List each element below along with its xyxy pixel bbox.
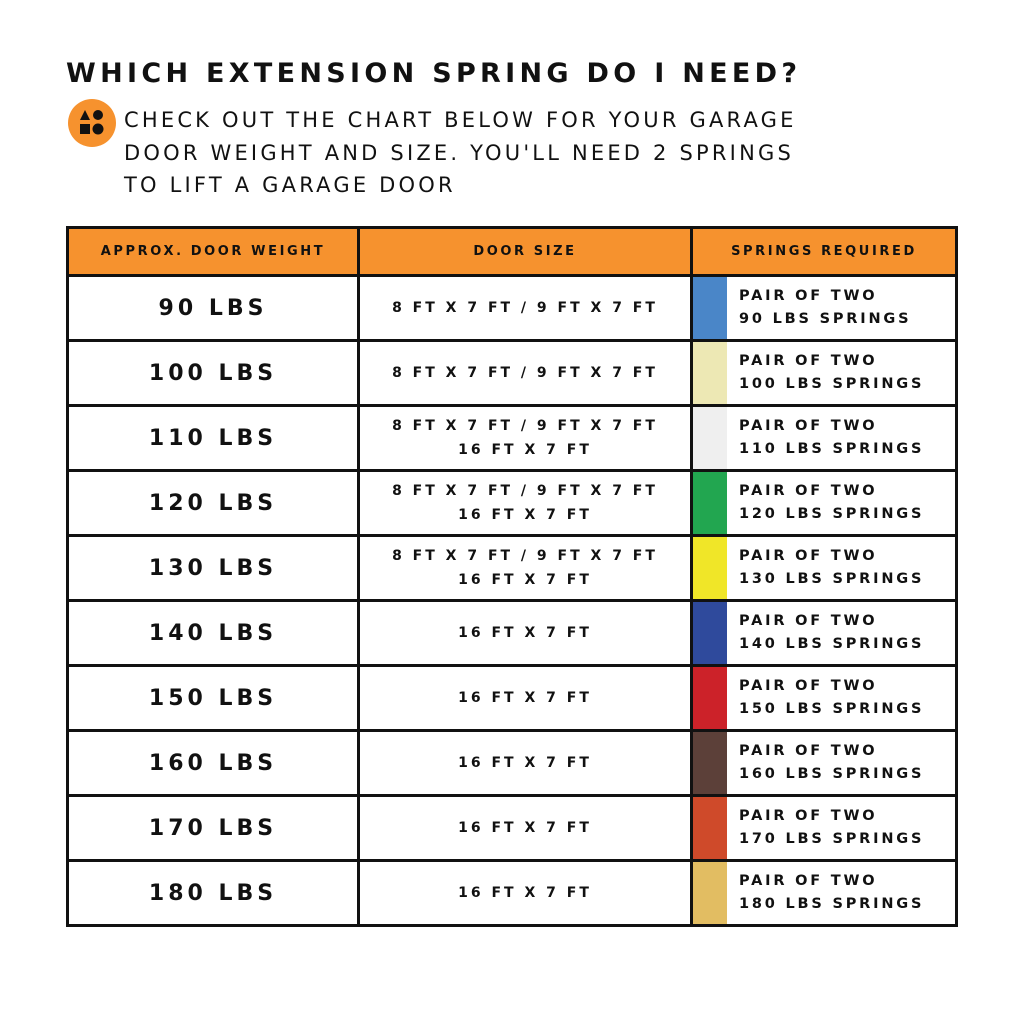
header-size: DOOR SIZE <box>357 226 693 277</box>
springs-line: 170 LBS SPRINGS <box>739 831 925 847</box>
door-size-line: 8 FT X 7 FT / 9 FT X 7 FT <box>392 365 658 381</box>
springs-required: PAIR OF TWO 170 LBS SPRINGS <box>690 794 958 862</box>
door-weight: 110 LBS <box>66 404 360 472</box>
spring-color-swatch <box>693 407 727 469</box>
springs-required: PAIR OF TWO 180 LBS SPRINGS <box>690 859 958 927</box>
springs-line: PAIR OF TWO <box>739 548 878 564</box>
table-row: 170 LBS 16 FT X 7 FT PAIR OF TWO 170 LBS SP… <box>66 794 958 862</box>
springs-line: PAIR OF TWO <box>739 483 878 499</box>
spring-color-swatch <box>693 472 727 534</box>
springs-required: PAIR OF TWO 90 LBS SPRINGS <box>690 274 958 342</box>
spring-color-swatch <box>693 667 727 729</box>
door-size-line: 8 FT X 7 FT / 9 FT X 7 FT <box>392 548 658 564</box>
door-size-line: 16 FT X 7 FT <box>458 507 592 523</box>
intro-line: TO LIFT A GARAGE DOOR <box>124 173 456 197</box>
spring-color-swatch <box>693 277 727 339</box>
door-size-line: 8 FT X 7 FT / 9 FT X 7 FT <box>392 483 658 499</box>
springs-line: 120 LBS SPRINGS <box>739 506 925 522</box>
springs-required: PAIR OF TWO 100 LBS SPRINGS <box>690 339 958 407</box>
table-row: 180 LBS 16 FT X 7 FT PAIR OF TWO 180 LBS SP… <box>66 859 958 927</box>
springs-required: PAIR OF TWO 140 LBS SPRINGS <box>690 599 958 667</box>
intro-line: DOOR WEIGHT AND SIZE. YOU'LL NEED 2 SPRI… <box>124 140 794 165</box>
door-size: 8 FT X 7 FT / 9 FT X 7 FT <box>357 339 693 407</box>
springs-line: 90 LBS SPRINGS <box>739 311 912 327</box>
springs-required: PAIR OF TWO 150 LBS SPRINGS <box>690 664 958 732</box>
table-row: 140 LBS 16 FT X 7 FT PAIR OF TWO 140 LBS SP… <box>66 599 958 667</box>
springs-line: PAIR OF TWO <box>739 613 878 629</box>
shapes-icon <box>68 99 116 147</box>
spring-color-swatch <box>693 342 727 404</box>
door-weight: 100 LBS <box>66 339 360 407</box>
spring-color-swatch <box>693 797 727 859</box>
springs-line: PAIR OF TWO <box>739 418 878 434</box>
door-size-line: 16 FT X 7 FT <box>458 885 592 901</box>
table-row: 150 LBS 16 FT X 7 FT PAIR OF TWO 150 LBS SP… <box>66 664 958 732</box>
door-size-line: 16 FT X 7 FT <box>458 820 592 836</box>
springs-line: 180 LBS SPRINGS <box>739 896 925 912</box>
table-row: 120 LBS 8 FT X 7 FT / 9 FT X 7 FT 16 FT X … <box>66 469 958 537</box>
table-header-row: APPROX. DOOR WEIGHT DOOR SIZE SPRINGS RE… <box>66 226 958 277</box>
intro-text: CHECK OUT THE CHART BELOW FOR YOUR GARAG… <box>124 104 797 202</box>
door-size-line: 8 FT X 7 FT / 9 FT X 7 FT <box>392 300 658 316</box>
door-weight: 150 LBS <box>66 664 360 732</box>
springs-line: PAIR OF TWO <box>739 353 878 369</box>
door-size-line: 16 FT X 7 FT <box>458 755 592 771</box>
door-size: 16 FT X 7 FT <box>357 664 693 732</box>
door-size-line: 16 FT X 7 FT <box>458 442 592 458</box>
door-weight: 160 LBS <box>66 729 360 797</box>
door-size: 8 FT X 7 FT / 9 FT X 7 FT 16 FT X 7 FT <box>357 534 693 602</box>
springs-required: PAIR OF TWO 120 LBS SPRINGS <box>690 469 958 537</box>
springs-line: PAIR OF TWO <box>739 743 878 759</box>
header-springs: SPRINGS REQUIRED <box>690 226 958 277</box>
springs-required: PAIR OF TWO 130 LBS SPRINGS <box>690 534 958 602</box>
springs-line: 150 LBS SPRINGS <box>739 701 925 717</box>
springs-line: 130 LBS SPRINGS <box>739 571 925 587</box>
door-size-line: 16 FT X 7 FT <box>458 690 592 706</box>
door-size-line: 16 FT X 7 FT <box>458 572 592 588</box>
door-weight: 130 LBS <box>66 534 360 602</box>
door-weight: 140 LBS <box>66 599 360 667</box>
springs-line: PAIR OF TWO <box>739 288 878 304</box>
spring-chart-table: APPROX. DOOR WEIGHT DOOR SIZE SPRINGS RE… <box>66 226 958 927</box>
spring-color-swatch <box>693 537 727 599</box>
spring-color-swatch <box>693 602 727 664</box>
door-weight: 90 LBS <box>66 274 360 342</box>
springs-line: 110 LBS SPRINGS <box>739 441 925 457</box>
intro-line: CHECK OUT THE CHART BELOW FOR YOUR GARAG… <box>124 108 797 132</box>
spring-color-swatch <box>693 862 727 924</box>
door-weight: 180 LBS <box>66 859 360 927</box>
door-size: 16 FT X 7 FT <box>357 599 693 667</box>
door-size: 8 FT X 7 FT / 9 FT X 7 FT 16 FT X 7 FT <box>357 469 693 537</box>
page-title: WHICH EXTENSION SPRING DO I NEED? <box>66 58 802 89</box>
table-row: 160 LBS 16 FT X 7 FT PAIR OF TWO 160 LBS SP… <box>66 729 958 797</box>
springs-line: 160 LBS SPRINGS <box>739 766 925 782</box>
door-size: 8 FT X 7 FT / 9 FT X 7 FT 16 FT X 7 FT <box>357 404 693 472</box>
table-row: 90 LBS 8 FT X 7 FT / 9 FT X 7 FT PAIR OF T… <box>66 274 958 342</box>
table-row: 130 LBS 8 FT X 7 FT / 9 FT X 7 FT 16 FT X … <box>66 534 958 602</box>
springs-line: 140 LBS SPRINGS <box>739 636 925 652</box>
spring-color-swatch <box>693 732 727 794</box>
door-size-line: 16 FT X 7 FT <box>458 625 592 641</box>
springs-required: PAIR OF TWO 110 LBS SPRINGS <box>690 404 958 472</box>
springs-line: PAIR OF TWO <box>739 808 878 824</box>
table-row: 100 LBS 8 FT X 7 FT / 9 FT X 7 FT PAIR OF … <box>66 339 958 407</box>
springs-line: PAIR OF TWO <box>739 678 878 694</box>
door-size: 16 FT X 7 FT <box>357 794 693 862</box>
header-weight: APPROX. DOOR WEIGHT <box>66 226 360 277</box>
door-size-line: 8 FT X 7 FT / 9 FT X 7 FT <box>392 418 658 434</box>
table-row: 110 LBS 8 FT X 7 FT / 9 FT X 7 FT 16 FT X … <box>66 404 958 472</box>
door-size: 16 FT X 7 FT <box>357 859 693 927</box>
door-size: 16 FT X 7 FT <box>357 729 693 797</box>
springs-line: 100 LBS SPRINGS <box>739 376 925 392</box>
springs-required: PAIR OF TWO 160 LBS SPRINGS <box>690 729 958 797</box>
door-weight: 170 LBS <box>66 794 360 862</box>
springs-line: PAIR OF TWO <box>739 873 878 889</box>
door-size: 8 FT X 7 FT / 9 FT X 7 FT <box>357 274 693 342</box>
door-weight: 120 LBS <box>66 469 360 537</box>
